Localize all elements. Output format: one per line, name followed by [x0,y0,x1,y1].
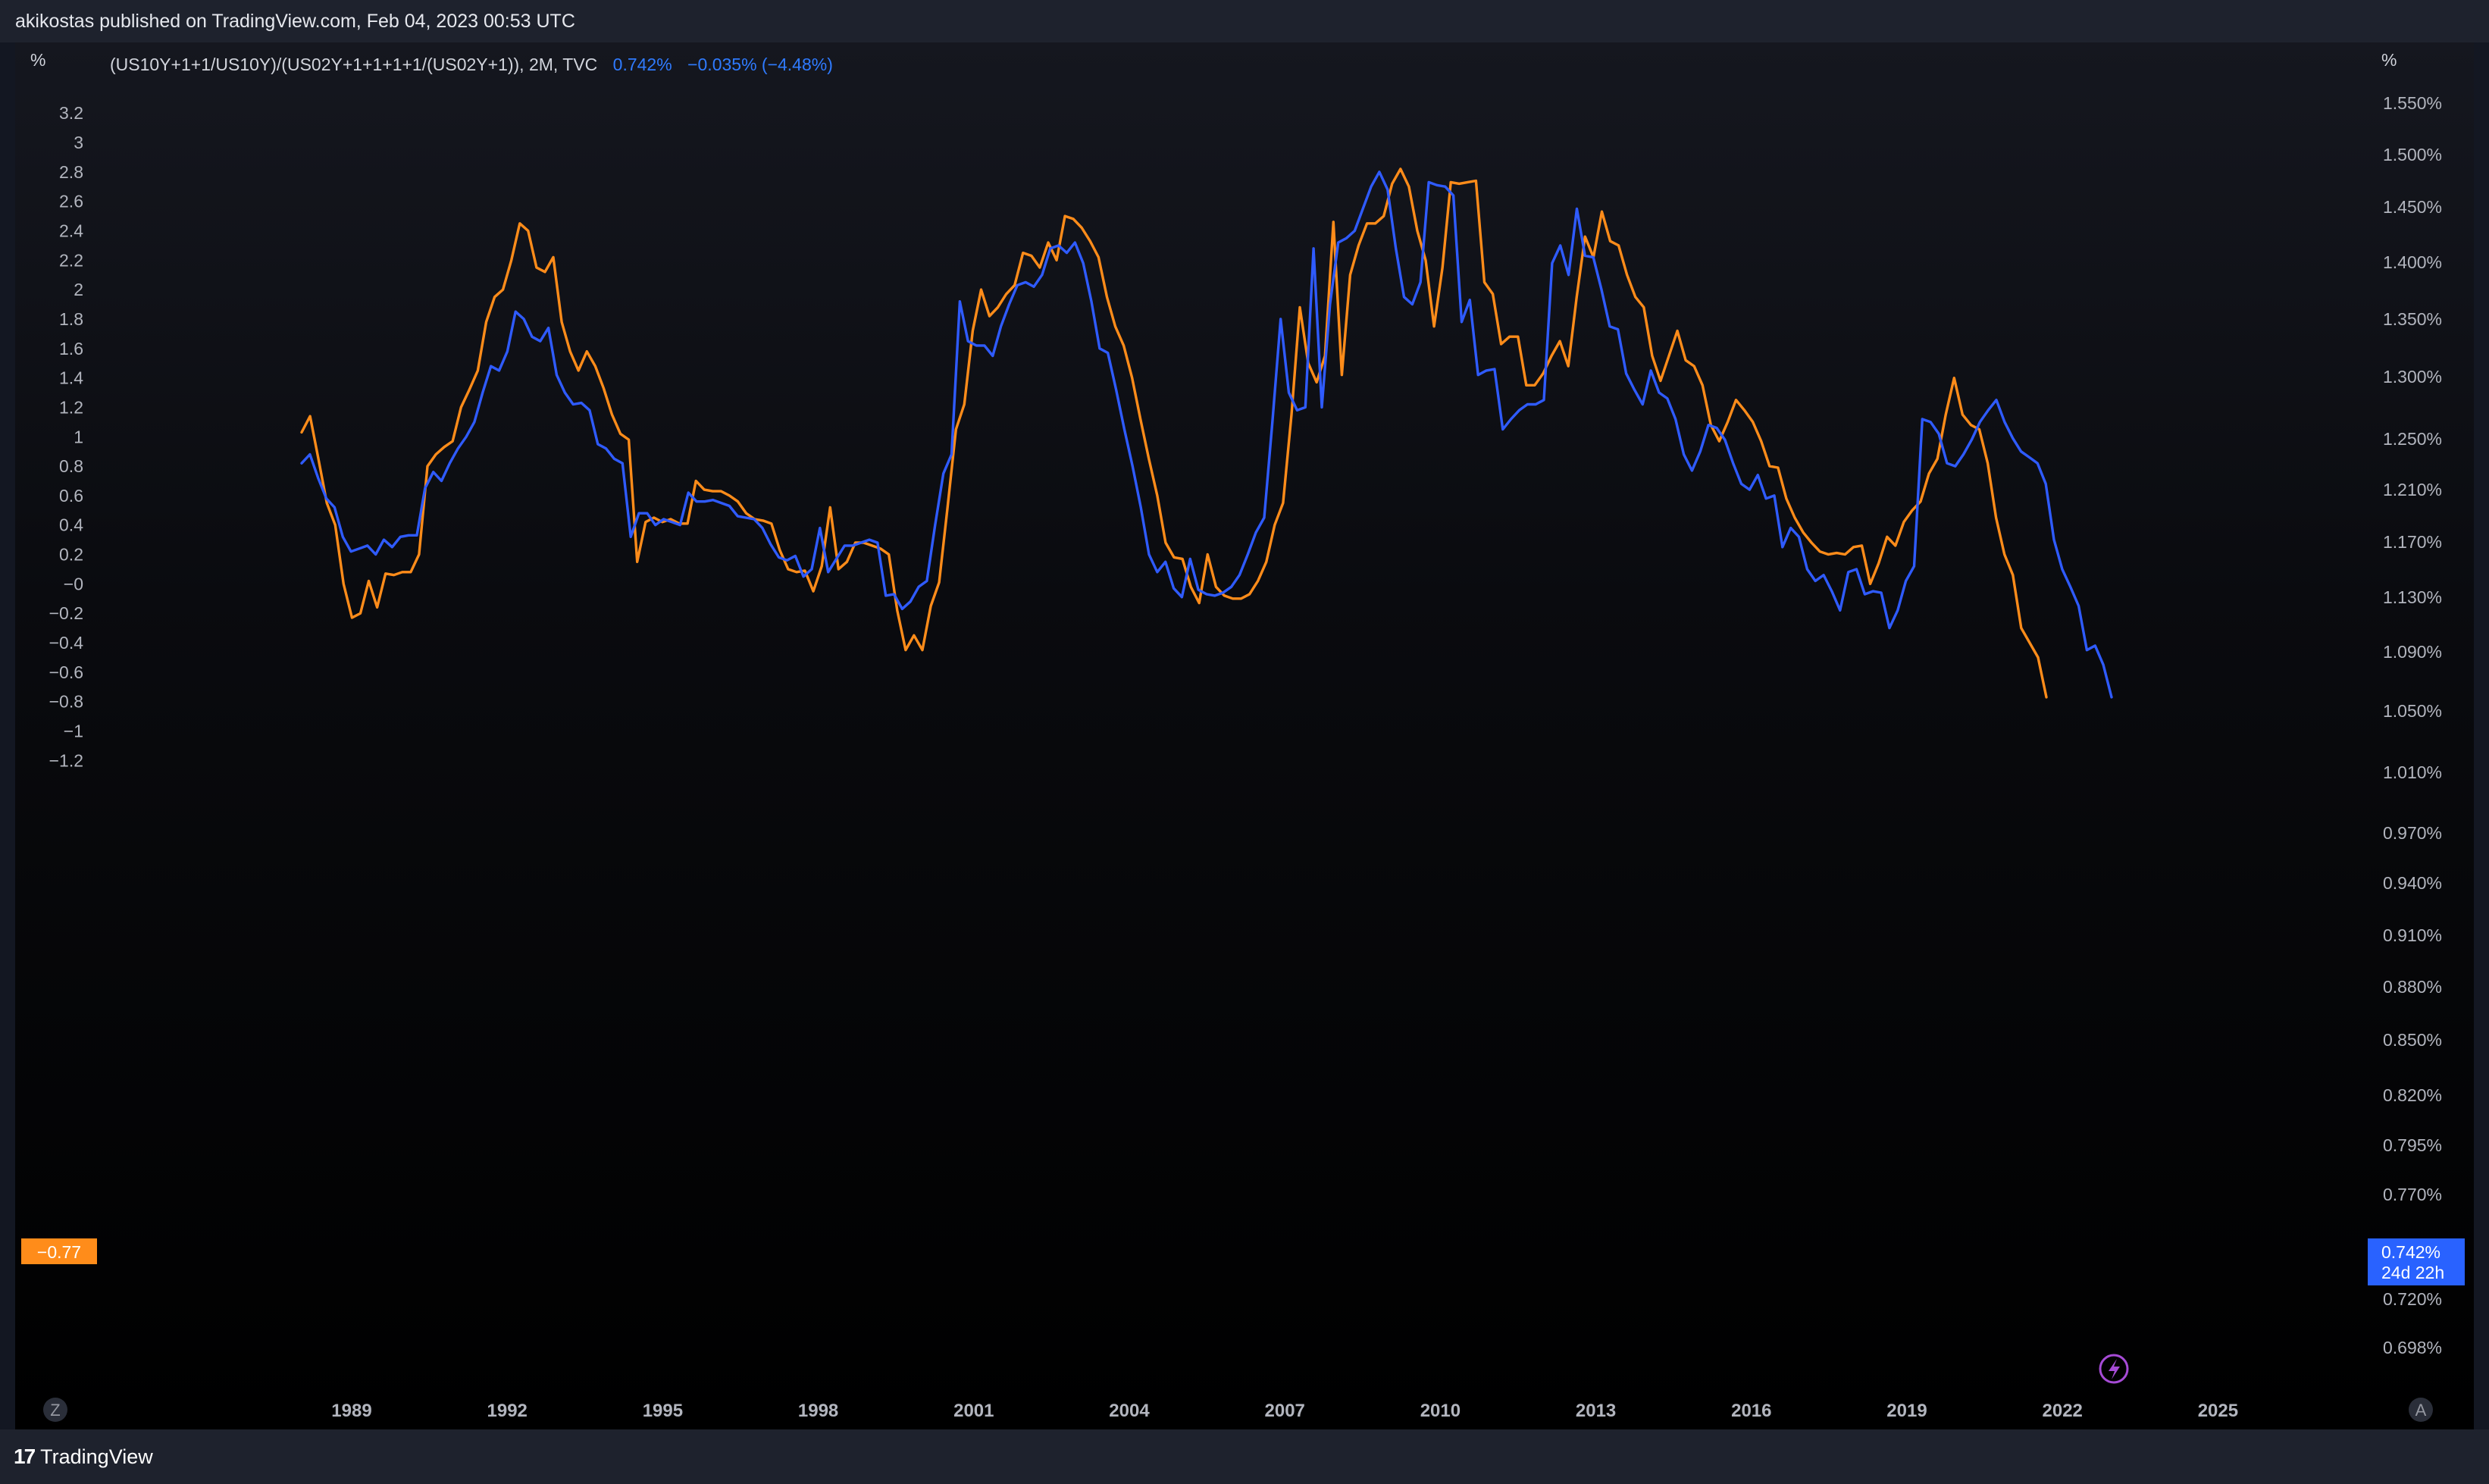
right-tick-label: 1.550% [2383,93,2442,113]
left-tick-label: 0.8 [59,456,83,476]
left-tick-label: 1.6 [59,339,83,358]
right-tick-label: 1.130% [2383,587,2442,607]
left-tick-label: 3 [74,133,83,152]
lightning-icon[interactable] [2099,1354,2129,1384]
left-tick-label: 1.2 [59,397,83,417]
right-tick-label: 0.698% [2383,1338,2442,1357]
right-axis-unit: % [2381,50,2397,70]
footer-bar [0,1429,2489,1484]
left-tick-label: 0.4 [59,515,83,535]
right-tick-label: 1.450% [2383,197,2442,217]
right-tick-label: 1.210% [2383,480,2442,499]
chart-panel[interactable] [15,42,2474,1429]
x-tick-label: 1989 [331,1401,371,1421]
left-tick-label: 2.8 [59,162,83,182]
auto-scale-right-label: A [2415,1401,2427,1420]
right-tick-label: 1.300% [2383,367,2442,387]
chart-header-value: 0.742% [613,55,672,74]
x-tick-label: 1992 [487,1401,528,1421]
x-tick-label: 1998 [798,1401,838,1421]
x-tick-label: 2022 [2043,1401,2083,1421]
series-line-blue [300,171,2113,699]
left-axis-unit: % [30,50,45,70]
x-tick-label: 2025 [2198,1401,2238,1421]
publish-line: akikostas published on TradingView.com, … [15,11,575,32]
right-tick-label: 1.250% [2383,429,2442,449]
right-tick-label: 0.820% [2383,1085,2442,1105]
left-tick-label: 2.6 [59,192,83,211]
left-tick-label: 3.2 [59,103,83,123]
right-tick-label: 0.910% [2383,925,2442,945]
left-tick-label: 2 [74,280,83,299]
left-tick-label: 2.2 [59,250,83,270]
x-tick-label: 2019 [1886,1401,1927,1421]
left-tick-label: −0 [64,574,83,593]
left-tick-label: 1 [74,427,83,446]
left-tick-label: −0.4 [49,633,84,653]
last-value-right-badge: 0.742% 24d 22h [2368,1238,2465,1285]
countdown-label: 24d 22h [2381,1263,2444,1282]
right-tick-label: 1.050% [2383,701,2442,721]
left-tick-label: −1 [64,722,83,741]
right-tick-label: 1.170% [2383,532,2442,552]
right-tick-label: 1.090% [2383,642,2442,662]
tradingview-logo[interactable]: 17 TradingView [14,1442,153,1472]
x-tick-label: 2013 [1576,1401,1616,1421]
left-tick-label: 0.6 [59,486,83,506]
x-tick-label: 1995 [643,1401,683,1421]
series-layer [300,167,2113,699]
right-axis-ticks: 1.550% 1.500% 1.450% 1.400% 1.350% 1.300% 1.25… [2383,93,2442,1357]
right-tick-label: 1.400% [2383,252,2442,272]
x-tick-label: 2001 [953,1401,994,1421]
x-tick-label: 2004 [1109,1401,1150,1421]
last-value-left-badge: −0.77 [21,1238,97,1264]
auto-scale-left-button[interactable]: Z [43,1398,67,1422]
x-axis-ticks: 1989 1992 1995 1998 2001 2004 2007 2010 2013 2016… [331,1401,2238,1421]
left-axis-ticks: 3.2 3 2.8 2.6 2.4 2.2 2 1.8 1.6 1.4 1.2 1 0.8 0.6 0.4 0… [49,103,84,770]
chart-title: (US10Y+1+1/US10Y)/(US02Y+1+1+1+1/(US02Y+… [110,55,833,74]
auto-scale-left-label: Z [50,1401,60,1420]
right-tick-label: 1.350% [2383,309,2442,329]
publish-bar: akikostas published on TradingView.com, … [0,0,2489,42]
right-tick-label: 0.770% [2383,1185,2442,1204]
right-tick-label: 0.850% [2383,1030,2442,1050]
left-tick-label: −0.2 [49,603,83,623]
series-line-orange [300,167,2048,699]
right-tick-label: 0.880% [2383,977,2442,997]
last-value-right-label: 0.742% [2381,1242,2440,1262]
tradingview-brand: TradingView [40,1445,153,1468]
left-tick-label: −0.8 [49,692,83,712]
left-tick-label: −0.6 [49,662,83,682]
right-tick-label: 0.795% [2383,1135,2442,1155]
tradingview-logo-icon: 17 [14,1445,36,1468]
right-tick-label: 0.940% [2383,873,2442,893]
right-tick-label: 0.720% [2383,1289,2442,1309]
chart-title-text: (US10Y+1+1/US10Y)/(US02Y+1+1+1+1/(US02Y+… [110,55,597,74]
x-tick-label: 2007 [1265,1401,1305,1421]
left-tick-label: 2.4 [59,221,83,240]
left-tick-label: 1.8 [59,309,83,329]
right-tick-label: 1.500% [2383,145,2442,164]
left-tick-label: 0.2 [59,545,83,565]
right-tick-label: 1.010% [2383,762,2442,782]
left-tick-label: −1.2 [49,750,83,770]
left-tick-label: 1.4 [59,368,83,388]
x-tick-label: 2016 [1731,1401,1771,1421]
x-tick-label: 2010 [1420,1401,1461,1421]
auto-scale-right-button[interactable]: A [2409,1398,2433,1422]
right-tick-label: 0.970% [2383,823,2442,843]
chart-header-change: −0.035% (−4.48%) [687,55,833,74]
last-value-left-label: −0.77 [37,1242,81,1262]
